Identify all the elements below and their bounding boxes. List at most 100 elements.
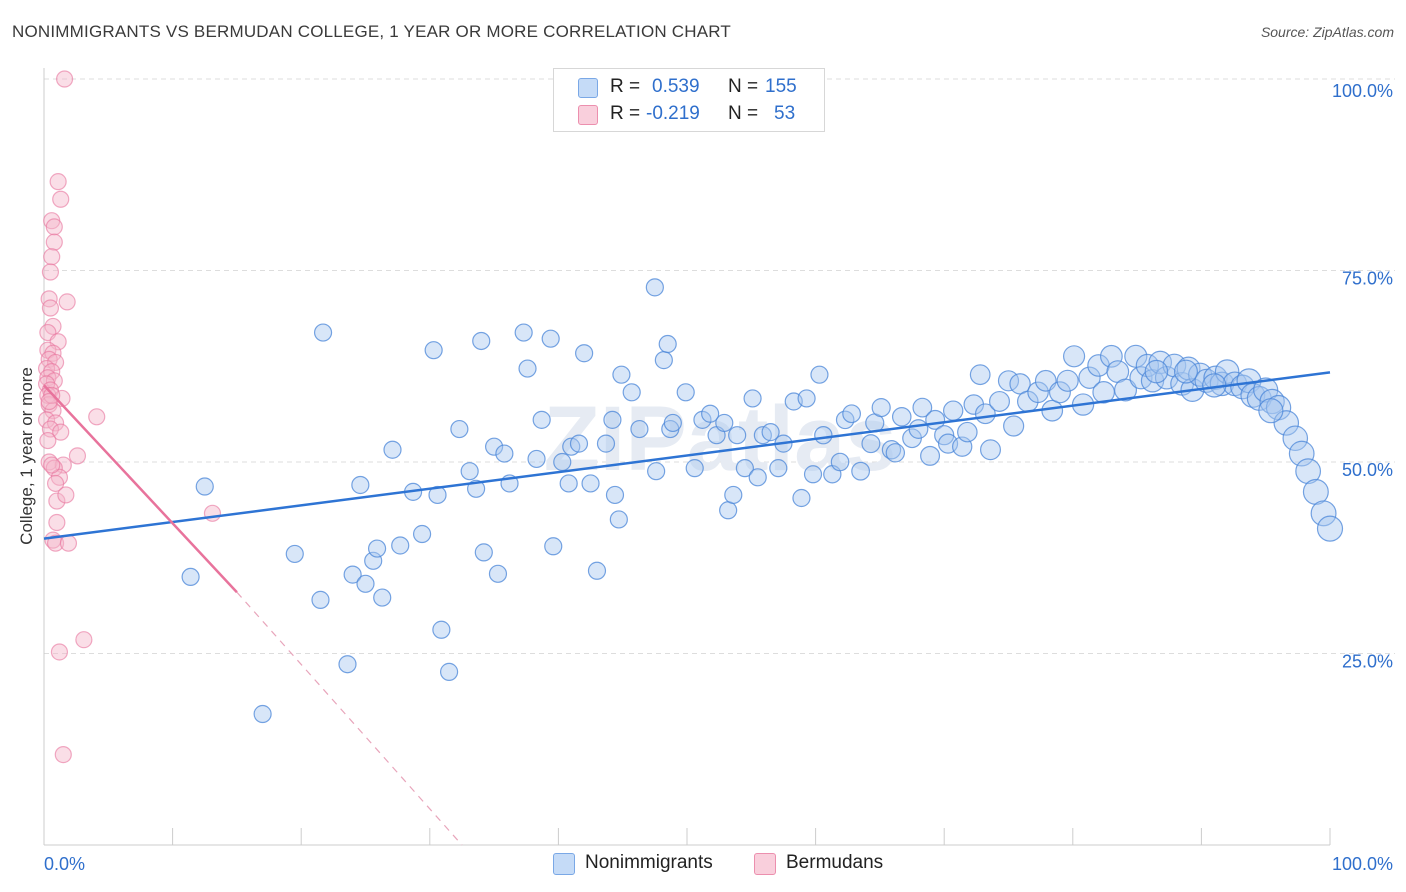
bermudans-point [39, 431, 57, 450]
bermudans-point [57, 486, 75, 504]
nonimmigrants-point [830, 452, 850, 472]
legend-swatch-bermudans [578, 105, 598, 125]
bermudans-point [88, 408, 106, 426]
bermudans-point [48, 513, 66, 532]
nonimmigrants-point [351, 475, 370, 495]
nonimmigrants-point [761, 423, 780, 442]
nonimmigrants-point [1027, 381, 1049, 404]
nonimmigrants-point [851, 461, 871, 481]
nonimmigrants-point [912, 397, 933, 418]
nonimmigrants-point [797, 389, 816, 408]
nonimmigrants-point [338, 655, 357, 674]
nonimmigrants-point [1214, 359, 1240, 384]
bermudans-point [48, 492, 66, 510]
bermudans-point [43, 456, 61, 474]
nonimmigrants-point [630, 419, 649, 439]
nonimmigrants-point [969, 364, 991, 386]
nonimmigrants-point [842, 404, 862, 424]
nonimmigrants-point [1273, 410, 1300, 436]
nonimmigrants-point [587, 561, 607, 580]
nonimmigrants-point [472, 331, 491, 351]
nonimmigrants-point [1048, 381, 1071, 404]
nonimmigrants-point [596, 434, 616, 453]
bermudans-point [68, 447, 87, 465]
nonimmigrants-point [253, 704, 272, 724]
y-tick-label: 100.0% [1332, 81, 1393, 101]
nonimmigrants-point [701, 404, 720, 423]
nonimmigrants-point [439, 662, 459, 681]
legend-n-label: N = [728, 103, 759, 124]
nonimmigrants-point [603, 410, 622, 429]
bermudans-point [45, 218, 63, 236]
legend-swatch-nonimmigrants [553, 853, 575, 875]
nonimmigrants-point [861, 434, 881, 454]
bermudans-point [55, 70, 74, 88]
nonimmigrants-point [1310, 500, 1337, 527]
bermudans-point [41, 299, 60, 317]
nonimmigrants-point [728, 426, 747, 445]
stats-legend: R = 0.539 N = 155 R = -0.219 N = 53 [553, 68, 825, 132]
legend-n-value: 53 [774, 103, 796, 124]
nonimmigrants-point [1288, 440, 1315, 467]
nonimmigrants-point [1041, 399, 1064, 422]
nonimmigrants-point [605, 485, 625, 505]
source-label: Source: ZipAtlas.com [1260, 24, 1394, 40]
nonimmigrants-point [645, 278, 664, 297]
legend-swatch-nonimmigrants [578, 78, 598, 98]
nonimmigrants-point [450, 419, 469, 439]
nonimmigrants-point [343, 565, 362, 584]
nonimmigrants-point [654, 351, 673, 370]
nonimmigrants-point [810, 365, 829, 384]
nonimmigrants-point [647, 462, 666, 481]
nonimmigrants-point [1124, 344, 1148, 368]
bermudans-point [41, 263, 60, 281]
x-tick-label-min: 0.0% [44, 854, 85, 874]
nonimmigrants-point [1144, 359, 1169, 384]
nonimmigrants-point [792, 488, 811, 508]
bermudans-point [75, 631, 93, 649]
nonimmigrants-point [979, 439, 1001, 461]
nonimmigrants-point [544, 537, 563, 556]
bermudans-point [52, 423, 70, 441]
nonimmigrants-point [622, 383, 641, 402]
bermudans-point [43, 248, 61, 266]
nonimmigrants-point [181, 567, 200, 587]
y-axis-label: College, 1 year or more [17, 367, 36, 545]
nonimmigrants-point [285, 544, 304, 564]
watermark: ZIPatlas [544, 388, 897, 490]
nonimmigrants-point [1253, 377, 1279, 403]
nonimmigrants-point [943, 400, 964, 421]
bermudans-point [58, 293, 76, 311]
bermudans-trend-line [43, 384, 238, 594]
nonimmigrants-point [569, 434, 589, 453]
legend-r-label: R = [610, 76, 641, 97]
nonimmigrants-point [367, 539, 387, 558]
legend-label: Nonimmigrants [585, 852, 713, 873]
bermudans-point [49, 173, 67, 191]
nonimmigrants-point [814, 425, 833, 445]
nonimmigrants-point [769, 459, 788, 478]
nonimmigrants-point [685, 459, 704, 478]
bermudans-point [46, 534, 65, 552]
nonimmigrants-point [735, 459, 754, 478]
legend-r-value: 0.539 [652, 76, 700, 97]
legend-swatch-bermudans [754, 853, 776, 875]
legend-item-nonimmigrants: Nonimmigrants [553, 851, 733, 877]
bermudans-point [54, 746, 72, 764]
nonimmigrants-point [748, 468, 767, 487]
legend-r-value: -0.219 [646, 103, 700, 124]
trend-lines [43, 371, 1331, 846]
nonimmigrants-point [412, 524, 432, 544]
nonimmigrants-point [488, 564, 508, 583]
bermudans-point [45, 233, 63, 251]
nonimmigrants-point [957, 421, 978, 443]
nonimmigrants-point [658, 334, 677, 354]
nonimmigrants-point [743, 389, 762, 408]
bermudans-point [46, 474, 65, 493]
nonimmigrants-point [391, 536, 410, 555]
nonimmigrants-point [1258, 398, 1284, 424]
y-tick-label: 50.0% [1342, 460, 1393, 480]
legend-n-label: N = [728, 76, 759, 97]
nonimmigrants-point [485, 437, 504, 456]
nonimmigrants-point [871, 398, 891, 418]
